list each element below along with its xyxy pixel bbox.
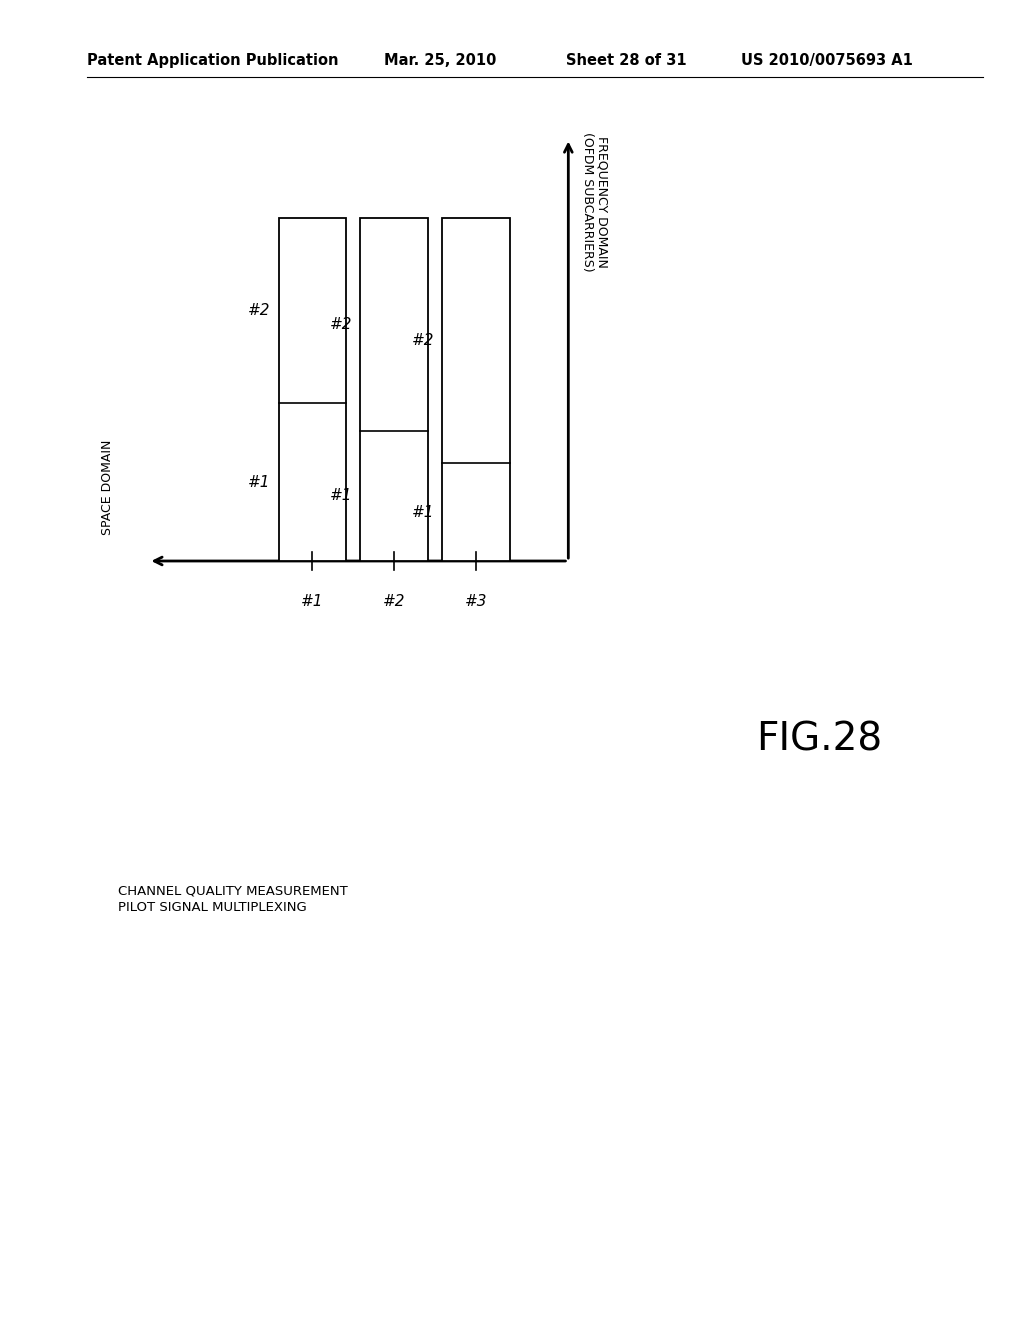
Text: Patent Application Publication: Patent Application Publication [87,53,339,67]
Text: #3: #3 [465,594,487,609]
Text: #2: #2 [412,333,434,348]
Text: Mar. 25, 2010: Mar. 25, 2010 [384,53,497,67]
Bar [360,218,428,561]
Text: #1: #1 [301,594,324,609]
Text: #2: #2 [383,594,406,609]
Text: FREQUENCY DOMAIN
(OFDM SUBCARRIERS): FREQUENCY DOMAIN (OFDM SUBCARRIERS) [581,132,608,272]
Text: #2: #2 [248,304,270,318]
Text: #1: #1 [330,488,352,503]
Text: US 2010/0075693 A1: US 2010/0075693 A1 [741,53,913,67]
Text: CHANNEL QUALITY MEASUREMENT
PILOT SIGNAL MULTIPLEXING: CHANNEL QUALITY MEASUREMENT PILOT SIGNAL… [118,884,347,915]
Text: #1: #1 [248,475,270,490]
Text: #1: #1 [412,504,434,520]
Text: Sheet 28 of 31: Sheet 28 of 31 [566,53,687,67]
Bar [279,218,346,561]
Text: FIG.28: FIG.28 [756,721,883,758]
Text: SPACE DOMAIN: SPACE DOMAIN [101,440,114,535]
Bar [442,218,510,561]
Text: #2: #2 [330,317,352,331]
